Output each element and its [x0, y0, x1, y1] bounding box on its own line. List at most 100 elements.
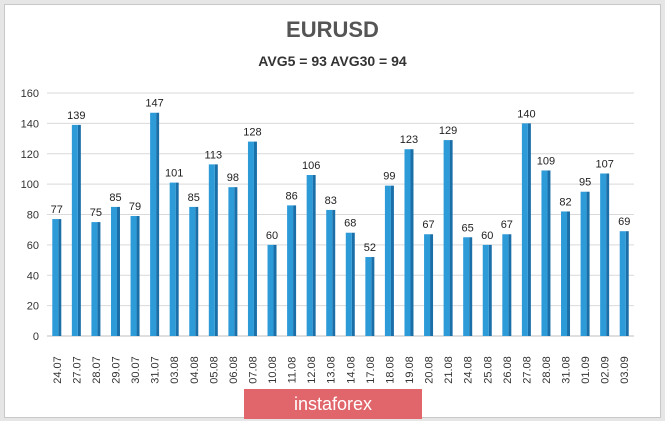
x-tick-label: 17.08 [365, 356, 377, 384]
bar [91, 222, 98, 336]
bar-value-label: 109 [537, 155, 555, 167]
bar-value-label: 83 [325, 195, 337, 207]
bar-shade [586, 191, 590, 336]
bar-value-label: 129 [439, 125, 457, 137]
x-tick-label: 14.08 [345, 356, 357, 384]
bar [482, 244, 489, 336]
x-tick-label: 06.08 [228, 356, 240, 384]
instaforex-watermark: instaforex [244, 389, 422, 419]
bar [345, 232, 352, 336]
bar [110, 206, 117, 336]
bar [130, 216, 137, 336]
bar [52, 219, 59, 336]
bar-value-label: 75 [90, 207, 102, 219]
x-tick-label: 28.08 [541, 356, 553, 384]
bar-shade [567, 211, 571, 336]
x-tick-label: 26.08 [502, 356, 514, 384]
x-tick-label: 02.09 [600, 356, 612, 384]
bar-shade [508, 234, 512, 336]
bar-value-label: 85 [109, 192, 121, 204]
bar-value-label: 106 [302, 160, 320, 172]
bar [189, 206, 196, 336]
x-tick-label: 20.08 [424, 356, 436, 384]
x-tick-label: 07.08 [247, 356, 259, 384]
bar-shade [430, 234, 434, 336]
bar-shade [606, 173, 610, 336]
bar-value-label: 123 [400, 134, 418, 146]
bar-shade [58, 219, 62, 336]
x-tick-label: 31.08 [561, 356, 573, 384]
bar [326, 209, 333, 336]
x-tick-label: 25.08 [482, 356, 494, 384]
x-tick-label: 10.08 [267, 356, 279, 384]
bar-value-label: 101 [165, 168, 183, 180]
bar [619, 231, 626, 336]
bar-shade [410, 149, 414, 336]
bar [384, 185, 391, 336]
bar [228, 187, 235, 336]
bar [521, 123, 528, 336]
bar-shade [77, 124, 81, 336]
bar [71, 124, 78, 336]
y-tick-label: 0 [33, 331, 39, 343]
bar-value-label: 65 [462, 222, 474, 234]
bar-value-label: 95 [579, 177, 591, 189]
bar-shade [469, 237, 473, 336]
bar [365, 257, 372, 336]
bar [580, 191, 587, 336]
x-tick-label: 27.07 [71, 356, 83, 384]
bar-value-label: 86 [285, 190, 297, 202]
bar [208, 164, 215, 336]
x-tick-label: 19.08 [404, 356, 416, 384]
x-tick-label: 11.08 [287, 357, 299, 384]
bar-value-label: 60 [266, 230, 278, 242]
bar-value-label: 52 [364, 242, 376, 254]
x-tick-label: 04.08 [189, 356, 201, 384]
bar-value-label: 99 [383, 171, 395, 183]
bar-value-label: 113 [205, 149, 223, 161]
chart-title: EURUSD [286, 17, 379, 42]
bar-shade [234, 187, 238, 336]
y-tick-label: 60 [27, 240, 39, 252]
bar-value-label: 140 [517, 108, 535, 120]
x-tick-label: 24.07 [52, 356, 64, 384]
bar [287, 205, 294, 336]
y-tick-label: 40 [27, 270, 39, 282]
y-tick-label: 160 [21, 88, 39, 100]
bar [267, 244, 274, 336]
bar-shade [625, 231, 629, 336]
bar-value-label: 69 [618, 216, 630, 228]
bar-value-label: 139 [67, 110, 85, 122]
bar-shade [253, 141, 257, 336]
bar-value-label: 67 [501, 219, 513, 231]
bar [541, 170, 548, 336]
bar-value-label: 85 [188, 192, 200, 204]
bar-shade [527, 123, 531, 336]
bar-value-label: 77 [51, 204, 63, 216]
bar [424, 234, 431, 336]
bar-shade [351, 232, 355, 336]
x-tick-label: 29.07 [110, 356, 122, 384]
bar-shade [293, 205, 297, 336]
bar-value-label: 60 [481, 230, 493, 242]
bar-shade [273, 244, 277, 336]
bar-shade [97, 222, 101, 336]
bar-shade [312, 175, 316, 336]
bar [169, 182, 176, 336]
bar-shade [195, 206, 199, 336]
bar-shade [371, 257, 375, 336]
bar [247, 141, 254, 336]
bar-shade [175, 182, 179, 336]
bar [463, 237, 470, 336]
bar [561, 211, 568, 336]
bar-shade [116, 206, 120, 336]
x-tick-label: 12.08 [306, 356, 318, 384]
bar [306, 175, 313, 336]
x-tick-label: 18.08 [384, 356, 396, 384]
x-tick-label: 27.08 [521, 356, 533, 384]
y-tick-label: 140 [21, 118, 39, 130]
x-tick-label: 24.08 [463, 356, 475, 384]
bar-value-label: 67 [422, 219, 434, 231]
x-tick-label: 13.08 [326, 356, 338, 384]
